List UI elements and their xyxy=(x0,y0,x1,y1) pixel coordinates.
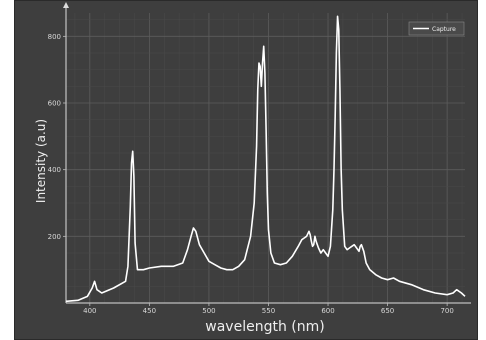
legend-box xyxy=(408,21,465,36)
y-tick-label: 800 xyxy=(48,33,61,41)
y-ticks: 200 400 600 800 xyxy=(48,33,66,241)
x-ticks: 400 450 500 550 600 650 700 xyxy=(83,303,454,315)
x-tick-label: 600 xyxy=(321,307,334,315)
y-tick-label: 400 xyxy=(48,166,61,174)
x-tick-label: 500 xyxy=(202,307,215,315)
y-tick-label: 200 xyxy=(48,233,61,241)
grid xyxy=(66,13,465,303)
x-tick-label: 700 xyxy=(440,307,453,315)
chart-frame: 400 450 500 550 600 650 700 200 400 600 800 wavel… xyxy=(14,0,478,340)
spectrum-chart: 400 450 500 550 600 650 700 200 400 600 800 wavel… xyxy=(34,2,471,335)
plot-area xyxy=(66,13,465,303)
x-axis-title: wavelength (nm) xyxy=(205,319,324,335)
legend-label: Capture xyxy=(432,26,456,33)
series-line-capture xyxy=(65,15,466,303)
legend: Capture xyxy=(408,21,465,36)
y-tick-label: 600 xyxy=(48,100,61,108)
y-axis-title: Intensity (a.u) xyxy=(34,119,48,203)
x-tick-label: 400 xyxy=(83,307,96,315)
x-tick-label: 650 xyxy=(381,307,394,315)
x-tick-label: 450 xyxy=(143,307,156,315)
x-tick-label: 550 xyxy=(262,307,275,315)
